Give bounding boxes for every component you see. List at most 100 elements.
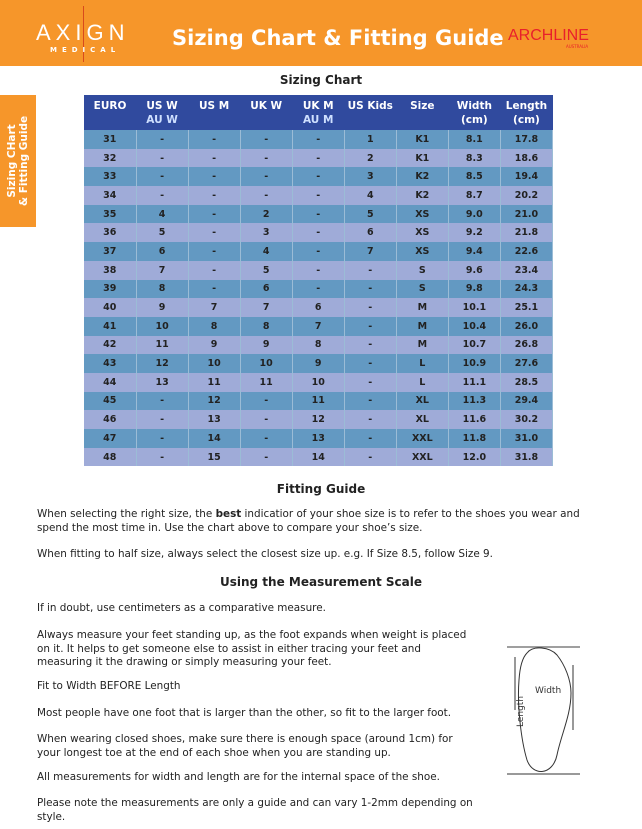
table-cell: 4 (136, 204, 189, 224)
table-cell: - (292, 279, 345, 299)
fitting-paragraph-1: When selecting the right size, the best … (37, 508, 580, 534)
table-cell: - (344, 447, 397, 467)
table-row: 32- - - -2 K1 8.3 18.6 (84, 148, 554, 168)
table-cell: 9.6 (448, 260, 501, 280)
table-cell: 7 (188, 298, 241, 317)
table-cell: - (292, 242, 345, 261)
table-cell: 7 (344, 242, 397, 261)
table-cell: XXL (396, 429, 449, 448)
table-cell: K1 (396, 130, 449, 149)
table-cell: 8 (188, 316, 241, 336)
table-cell: 12.0 (448, 447, 501, 467)
table-row: 44 13 11 11 10- L 11.1 28.5 (84, 372, 554, 392)
table-cell: S (396, 279, 449, 299)
table-cell: - (292, 204, 345, 224)
table-cell: 4 (240, 242, 293, 261)
sizing-table: EURO US W AU W US M UK W UK M AU M US Kids Size W… (84, 95, 554, 467)
table-row: 46-13-12- XL 11.6 30.2 (84, 410, 554, 429)
table-cell: 6 (136, 242, 189, 261)
table-cell: 11 (188, 372, 241, 392)
column-header: Length (cm) (500, 95, 553, 130)
measurement-paragraph: Fit to Width BEFORE Length (37, 680, 181, 692)
table-cell: - (344, 316, 397, 336)
table-cell: - (136, 429, 189, 448)
measurement-heading: Using the Measurement Scale (219, 575, 423, 589)
table-cell: 18.6 (500, 148, 554, 168)
table-cell: 9.8 (448, 279, 501, 299)
table-cell: 36 (84, 223, 137, 243)
table-cell: - (188, 223, 241, 243)
table-cell: XS (396, 223, 449, 243)
table-row: 42 11 9 9 8- M 10.7 26.8 (84, 335, 554, 355)
column-header: US W AU W (136, 95, 189, 130)
table-cell: 46 (84, 410, 137, 429)
column-header: UK W (240, 95, 293, 130)
table-cell: 8 (136, 279, 189, 299)
table-cell: 9 (292, 354, 345, 373)
column-header: Width (cm) (448, 95, 501, 130)
table-cell: 2 (344, 148, 397, 168)
table-cell: - (240, 447, 293, 467)
table-cell: XS (396, 242, 449, 261)
table-cell: S (396, 260, 449, 280)
table-cell: 13 (188, 410, 241, 429)
table-cell: - (344, 391, 397, 411)
table-cell: 31 (84, 130, 137, 149)
table-cell: 41 (84, 316, 137, 336)
side-tab-line2: & Fitting Guide (18, 115, 30, 207)
table-cell: - (240, 429, 293, 448)
table-cell: - (136, 447, 189, 467)
table-cell: - (344, 260, 397, 280)
table-cell: 8 (240, 316, 293, 336)
table-cell: - (240, 186, 293, 205)
foot-measurement-diagram: Width Length (507, 646, 580, 775)
table-cell: 24.3 (500, 279, 554, 299)
measurement-paragraph: Please note the measurements are only a … (37, 797, 473, 823)
page-title: Sizing Chart & Fitting Guide (172, 26, 504, 50)
table-cell: 48 (84, 447, 137, 467)
side-tab: Sizing CHart & Fitting Guide (0, 95, 36, 227)
width-label: Width (535, 686, 561, 696)
table-cell: - (344, 279, 397, 299)
table-row: 38 7-5- - S 9.6 23.4 (84, 260, 554, 280)
table-cell: 11.8 (448, 429, 501, 448)
table-cell: 3 (344, 167, 397, 187)
table-cell: 35 (84, 204, 137, 224)
table-row: 47-14-13- XXL 11.8 31.0 (84, 429, 554, 448)
table-row: 35 4-2-5 XS 9.0 21.0 (84, 204, 554, 224)
table-cell: 27.6 (500, 354, 554, 373)
table-cell: 47 (84, 429, 137, 448)
table-cell: 23.4 (500, 260, 554, 280)
table-row: 31- - - -1 K1 8.1 17.8 (84, 130, 554, 149)
table-cell: 30.2 (500, 410, 554, 429)
table-cell: 31.8 (500, 447, 554, 467)
table-cell: - (188, 242, 241, 261)
archline-logo-sub: AUSTRALIA (566, 44, 589, 49)
table-row: 43 12 10 10 9- L 10.9 27.6 (84, 354, 554, 373)
table-cell: - (344, 354, 397, 373)
table-cell: K2 (396, 186, 449, 205)
table-cell: - (136, 167, 189, 187)
table-cell: - (188, 148, 241, 168)
table-cell: XL (396, 391, 449, 411)
table-cell: 26.8 (500, 335, 554, 355)
table-cell: - (136, 130, 189, 149)
table-cell: 11.3 (448, 391, 501, 411)
column-header: US M (188, 95, 241, 130)
table-cell: 9.4 (448, 242, 501, 261)
table-cell: 11 (136, 335, 189, 355)
table-cell: 5 (136, 223, 189, 243)
table-cell: - (240, 410, 293, 429)
table-cell: 8.3 (448, 148, 501, 168)
table-cell: - (344, 429, 397, 448)
table-cell: 10.9 (448, 354, 501, 373)
table-cell: 14 (188, 429, 241, 448)
foot-outline (517, 647, 572, 772)
table-cell: 12 (188, 391, 241, 411)
table-cell: XS (396, 204, 449, 224)
table-cell: 3 (240, 223, 293, 243)
table-cell: XL (396, 410, 449, 429)
side-tab-line1: Sizing CHart (6, 124, 18, 198)
table-cell: - (188, 186, 241, 205)
table-cell: L (396, 354, 449, 373)
